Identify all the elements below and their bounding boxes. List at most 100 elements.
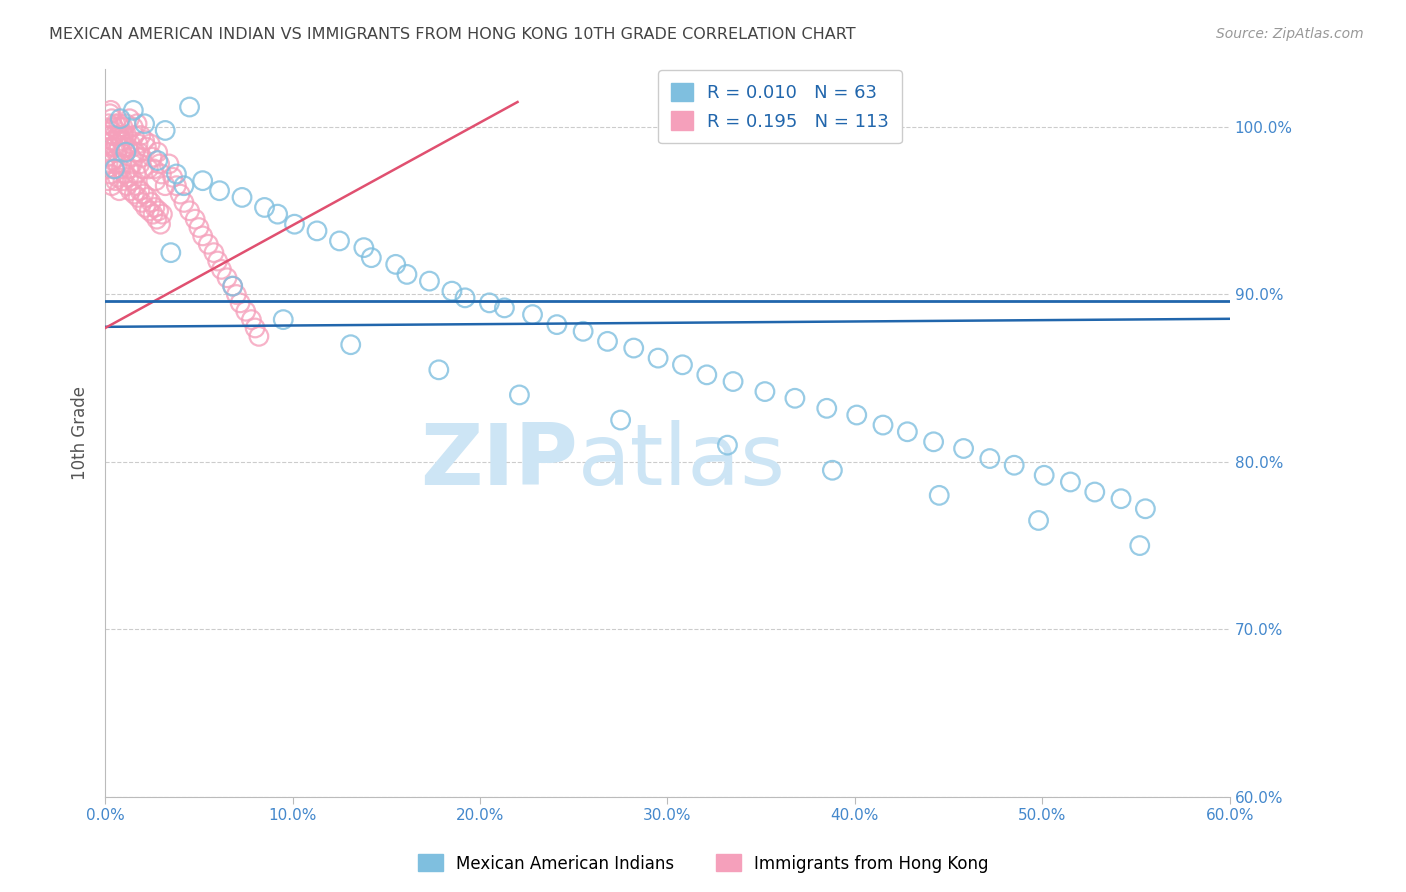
Point [114, 167, 136, 181]
Text: MEXICAN AMERICAN INDIAN VS IMMIGRANTS FROM HONG KONG 10TH GRADE CORRELATION CHAR: MEXICAN AMERICAN INDIAN VS IMMIGRANTS FR… [49, 27, 856, 42]
Point [221, 279, 243, 293]
Point [815, 401, 838, 416]
Point [122, 187, 145, 202]
Point [821, 463, 844, 477]
Point [117, 161, 139, 176]
Point [1059, 475, 1081, 489]
Text: ZIP: ZIP [420, 420, 578, 503]
Point [360, 251, 382, 265]
Point [165, 167, 187, 181]
Point [928, 488, 950, 502]
Point [647, 351, 669, 365]
Point [127, 136, 149, 151]
Point [979, 451, 1001, 466]
Point [283, 217, 305, 231]
Point [896, 425, 918, 439]
Point [131, 195, 153, 210]
Point [184, 212, 207, 227]
Point [108, 128, 131, 143]
Point [100, 103, 122, 118]
Point [150, 207, 173, 221]
Point [103, 140, 125, 154]
Point [671, 358, 693, 372]
Point [111, 157, 134, 171]
Point [179, 100, 201, 114]
Point [215, 270, 238, 285]
Point [207, 254, 229, 268]
Point [148, 203, 170, 218]
Point [103, 128, 125, 143]
Point [134, 201, 156, 215]
Point [783, 392, 806, 406]
Point [125, 167, 148, 181]
Point [114, 117, 136, 131]
Point [124, 145, 146, 160]
Point [142, 161, 165, 176]
Point [145, 174, 167, 188]
Point [110, 161, 132, 176]
Point [104, 117, 127, 131]
Point [103, 161, 125, 176]
Point [754, 384, 776, 399]
Point [96, 136, 118, 151]
Point [508, 388, 530, 402]
Point [105, 157, 128, 171]
Point [494, 301, 516, 315]
Point [105, 136, 128, 151]
Point [253, 201, 276, 215]
Point [121, 157, 143, 171]
Point [97, 174, 120, 188]
Point [111, 145, 134, 160]
Point [103, 161, 125, 176]
Point [107, 117, 129, 131]
Point [108, 140, 131, 154]
Point [139, 195, 162, 210]
Point [271, 312, 294, 326]
Point [221, 279, 243, 293]
Point [596, 334, 619, 349]
Point [125, 117, 148, 131]
Point [97, 117, 120, 131]
Point [138, 203, 160, 218]
Text: Source: ZipAtlas.com: Source: ZipAtlas.com [1216, 27, 1364, 41]
Point [202, 245, 225, 260]
Point [122, 120, 145, 134]
Point [103, 120, 125, 134]
Point [150, 167, 173, 181]
Point [146, 145, 169, 160]
Point [1028, 513, 1050, 527]
Point [143, 201, 166, 215]
Point [122, 103, 145, 118]
Point [128, 184, 150, 198]
Point [339, 337, 361, 351]
Point [115, 178, 138, 193]
Point [609, 413, 631, 427]
Point [247, 329, 270, 343]
Point [159, 245, 181, 260]
Point [179, 203, 201, 218]
Point [1033, 468, 1056, 483]
Point [97, 128, 120, 143]
Point [153, 178, 176, 193]
Point [128, 145, 150, 160]
Point [623, 341, 645, 355]
Point [395, 268, 418, 282]
Point [139, 136, 162, 151]
Point [110, 134, 132, 148]
Legend: Mexican American Indians, Immigrants from Hong Kong: Mexican American Indians, Immigrants fro… [411, 847, 995, 880]
Point [522, 308, 544, 322]
Point [96, 145, 118, 160]
Point [721, 375, 744, 389]
Point [328, 234, 350, 248]
Point [157, 157, 180, 171]
Point [118, 112, 141, 126]
Point [148, 157, 170, 171]
Point [235, 304, 257, 318]
Point [208, 184, 231, 198]
Point [922, 434, 945, 449]
Point [197, 237, 219, 252]
Point [165, 178, 187, 193]
Point [716, 438, 738, 452]
Point [98, 140, 121, 154]
Point [104, 174, 127, 188]
